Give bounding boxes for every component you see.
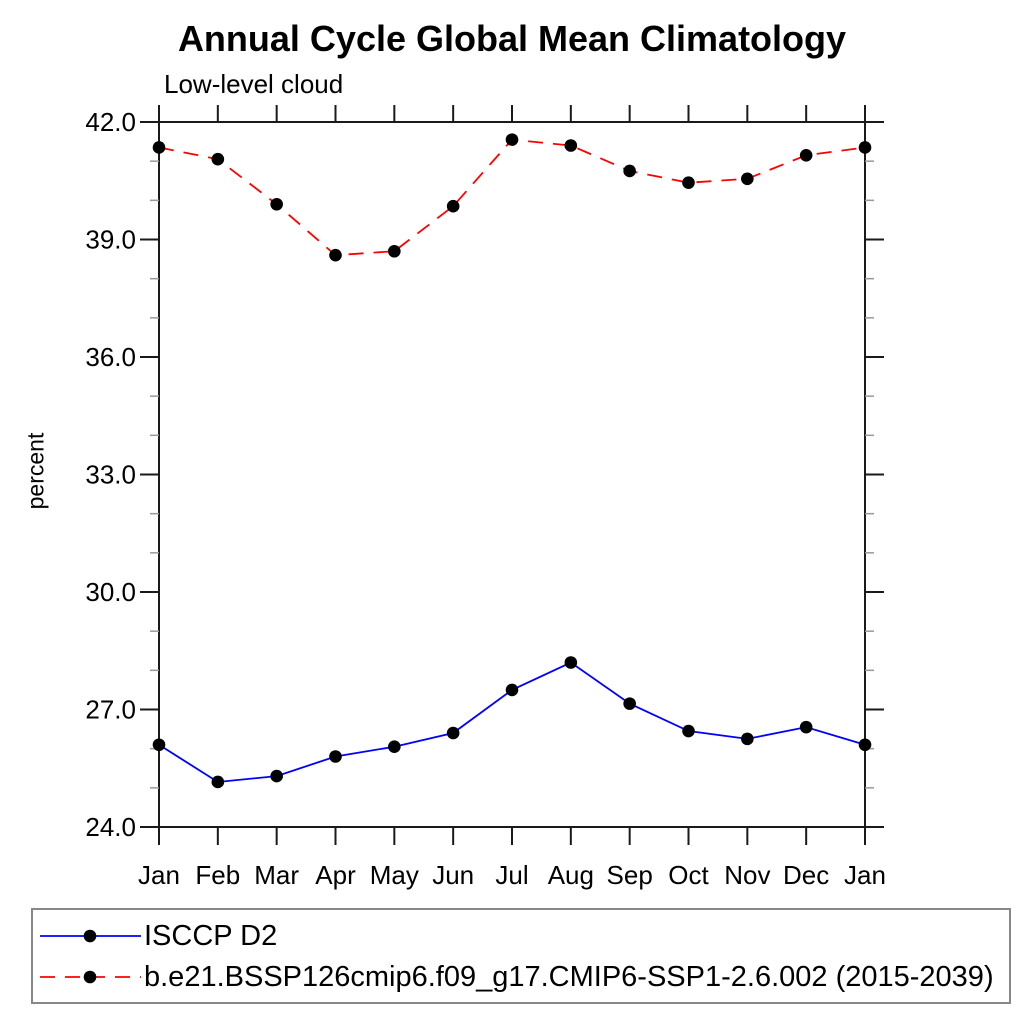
data-point-marker [270, 769, 283, 783]
x-tick-label: Dec [783, 860, 829, 890]
data-point-marker [211, 775, 225, 789]
x-tick-label: May [370, 860, 419, 890]
x-tick-labels: Jan Feb Mar Apr May Jun Jul Aug Sep Oct Nov Dec Jan [138, 860, 886, 890]
data-point-marker [446, 199, 460, 213]
y-tick-label: 30.0 [85, 577, 136, 607]
data-point-marker [329, 750, 342, 763]
x-tick-label: Jan [844, 860, 886, 890]
data-point-marker [505, 683, 519, 697]
data-point-marker [858, 738, 872, 752]
y-tick-label: 27.0 [85, 695, 136, 725]
legend-dashed-line-icon [40, 970, 141, 984]
data-point-marker [152, 738, 166, 752]
x-axis-ticks [158, 105, 866, 845]
series-1 [152, 133, 872, 262]
data-point-marker [682, 176, 695, 190]
chart-title: Annual Cycle Global Mean Climatology [177, 18, 847, 59]
y-tick-label: 39.0 [85, 225, 136, 255]
x-tick-label: Apr [315, 860, 356, 890]
data-point-marker [564, 139, 578, 152]
data-point-marker [446, 726, 460, 740]
data-point-marker [682, 724, 695, 738]
data-point-marker [388, 244, 401, 258]
x-tick-label: Nov [724, 860, 770, 890]
data-point-marker [152, 141, 166, 154]
data-point-marker [741, 732, 754, 746]
y-tick-label: 42.0 [85, 107, 136, 137]
legend-item-isccp-d2: ISCCP D2 [39, 920, 277, 952]
x-tick-label: Jun [432, 860, 474, 890]
x-tick-label: Feb [195, 860, 240, 890]
series-line-1 [158, 138, 866, 257]
data-point-marker [623, 164, 636, 178]
chart-subtitle: Low-level cloud [164, 69, 344, 99]
x-tick-label: Mar [254, 860, 299, 890]
x-tick-label: Aug [548, 860, 594, 890]
data-point-marker [741, 172, 754, 186]
y-tick-label: 33.0 [85, 460, 136, 490]
legend-box: ISCCP D2 b.e21.BSSP126cmip6.f09_g17.CMIP… [31, 908, 1011, 1004]
x-tick-label: Jan [138, 860, 180, 890]
series-line-0 [158, 661, 866, 783]
legend-item-model-run: b.e21.BSSP126cmip6.f09_g17.CMIP6-SSP1-2.… [39, 961, 994, 993]
data-point-marker [623, 697, 636, 710]
legend-solid-line-icon [40, 929, 141, 943]
data-point-marker [564, 656, 578, 669]
legend-label-model-run: b.e21.BSSP126cmip6.f09_g17.CMIP6-SSP1-2.… [144, 961, 994, 993]
legend-label-isccp-d2: ISCCP D2 [144, 920, 278, 952]
y-axis-ticks [140, 121, 884, 828]
x-tick-label: Jul [495, 860, 528, 890]
series-0 [152, 656, 872, 789]
y-tick-labels: 24.0 27.0 30.0 33.0 36.0 39.0 42.0 [85, 107, 136, 842]
data-point-marker [505, 133, 519, 146]
plot-frame [158, 121, 866, 828]
data-point-marker [799, 720, 813, 734]
data-point-marker [799, 148, 813, 162]
y-tick-label: 24.0 [85, 812, 136, 842]
x-tick-label: Oct [668, 860, 709, 890]
data-point-marker [388, 740, 401, 754]
y-tick-label: 36.0 [85, 342, 136, 372]
data-point-marker [270, 197, 283, 211]
data-point-marker [858, 141, 872, 154]
data-point-marker [211, 152, 225, 166]
x-tick-label: Sep [607, 860, 653, 890]
data-point-marker [329, 248, 342, 262]
